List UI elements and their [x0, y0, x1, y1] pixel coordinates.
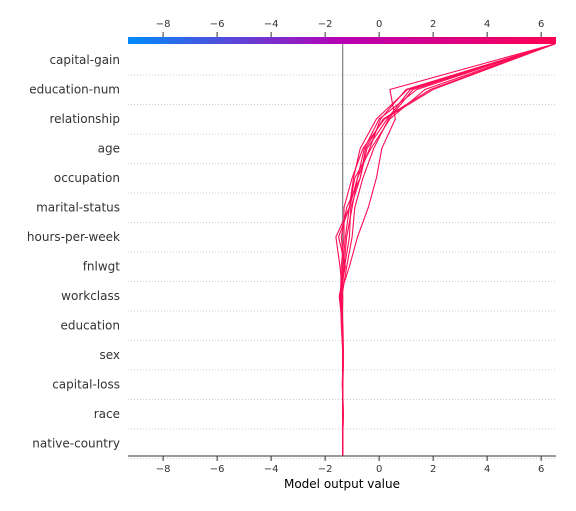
feature-label-hours-per-week: hours-per-week — [27, 230, 120, 244]
decision-line — [335, 43, 555, 456]
feature-label-workclass: workclass — [61, 289, 120, 303]
feature-label-marital-status: marital-status — [36, 201, 120, 215]
bottom-tick-label: 4 — [484, 464, 490, 475]
top-tick-label: −6 — [210, 19, 225, 30]
decision-line — [339, 43, 555, 456]
bottom-tick-label: −8 — [156, 464, 171, 475]
bottom-axis: −8 −6 −4 −2 0 2 4 6 — [156, 456, 544, 475]
bottom-tick-label: 6 — [538, 464, 544, 475]
feature-label-race: race — [94, 407, 120, 421]
top-tick-label: 0 — [376, 19, 382, 30]
feature-label-age: age — [98, 142, 120, 156]
feature-label-native-country: native-country — [32, 437, 120, 451]
top-tick-label: −2 — [318, 19, 333, 30]
feature-labels: capital-gain education-num relationship age… — [27, 53, 120, 451]
top-axis: −8 −6 −4 −2 0 2 4 6 — [156, 19, 544, 37]
bottom-tick-label: 2 — [430, 464, 436, 475]
decision-line — [341, 43, 555, 456]
decision-line — [339, 43, 555, 456]
decision-lines — [335, 43, 555, 456]
feature-label-relationship: relationship — [49, 112, 120, 126]
top-tick-label: −4 — [264, 19, 279, 30]
bottom-tick-label: −6 — [210, 464, 225, 475]
decision-line — [339, 43, 555, 456]
colorbar — [128, 37, 556, 44]
bottom-tick-label: −2 — [318, 464, 333, 475]
feature-label-education: education — [60, 319, 120, 333]
top-tick-label: −8 — [156, 19, 171, 30]
decision-line — [340, 43, 555, 456]
top-tick-label: 4 — [484, 19, 490, 30]
feature-label-capital-gain: capital-gain — [49, 53, 120, 67]
feature-label-fnlwgt: fnlwgt — [83, 260, 121, 274]
decision-line — [338, 43, 555, 456]
bottom-tick-label: −4 — [264, 464, 279, 475]
decision-line — [339, 43, 555, 456]
decision-line — [340, 43, 555, 456]
top-tick-label: 2 — [430, 19, 436, 30]
x-axis-title: Model output value — [284, 477, 400, 491]
grid-lines — [128, 74, 556, 459]
top-tick-label: 6 — [538, 19, 544, 30]
feature-label-education-num: education-num — [29, 83, 120, 97]
feature-label-sex: sex — [99, 348, 120, 362]
bottom-tick-label: 0 — [376, 464, 382, 475]
feature-label-capital-loss: capital-loss — [52, 378, 120, 392]
feature-label-occupation: occupation — [54, 171, 120, 185]
